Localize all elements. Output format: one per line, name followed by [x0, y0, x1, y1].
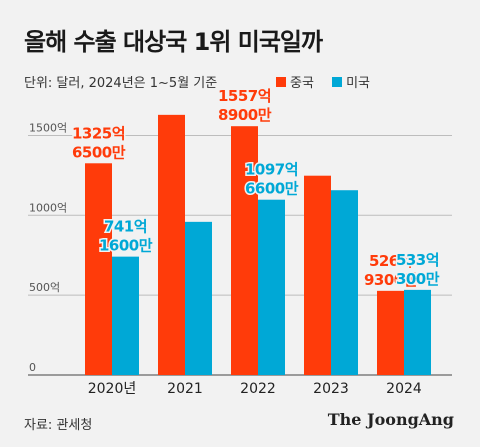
legend-label-china: 중국 — [290, 76, 314, 91]
bar-usa — [404, 289, 431, 375]
legend-item-china: 중국 — [276, 72, 314, 91]
chart-title: 올해 수출 대상국 1위 미국일까 — [24, 28, 323, 56]
legend-swatch-china — [276, 76, 286, 87]
bar-usa — [258, 199, 285, 375]
bar-usa — [112, 256, 139, 375]
data-label: 300만 — [396, 270, 440, 288]
legend-swatch-usa — [332, 76, 343, 87]
bar-china — [85, 163, 112, 375]
data-label: 1325억 — [72, 124, 125, 142]
bar-usa — [331, 190, 358, 375]
bar-china — [304, 175, 331, 375]
bar-china — [158, 114, 185, 376]
unit-note: 단위: 달러, 2024년은 1~5월 기준 — [24, 76, 218, 91]
legend-label-usa: 미국 — [346, 76, 370, 91]
brand-logo: The JoongAng — [327, 410, 454, 429]
legend: 중국 미국 — [276, 72, 384, 91]
y-tick-label: 1500억 — [29, 121, 67, 134]
x-tick-label: 2023 — [313, 381, 349, 397]
data-label: 533억 — [396, 251, 439, 269]
x-tick-label: 2021 — [167, 381, 203, 397]
data-label: 8900만 — [218, 106, 272, 124]
data-label: 9300만 — [364, 271, 418, 289]
data-label: 526억 — [369, 252, 412, 270]
data-label: 1097억 — [245, 161, 298, 179]
source-note: 자료: 관세청 — [24, 418, 93, 433]
data-label: 741억 — [104, 218, 147, 236]
bar-china — [377, 290, 404, 375]
x-tick-label: 2020년 — [88, 381, 137, 397]
x-tick-label: 2022 — [240, 381, 276, 397]
data-label: 1557억 — [218, 87, 271, 105]
legend-item-usa: 미국 — [332, 72, 370, 91]
data-label: 6500만 — [72, 143, 126, 161]
x-tick-label: 2024 — [386, 381, 422, 397]
data-label: 1600만 — [99, 237, 153, 255]
y-tick-label: 1000억 — [29, 201, 67, 214]
y-tick-label: 0 — [29, 361, 36, 374]
bar-usa — [185, 221, 212, 375]
bar-china — [231, 126, 258, 376]
data-label: 6600만 — [245, 180, 299, 198]
y-tick-label: 500억 — [29, 281, 60, 294]
